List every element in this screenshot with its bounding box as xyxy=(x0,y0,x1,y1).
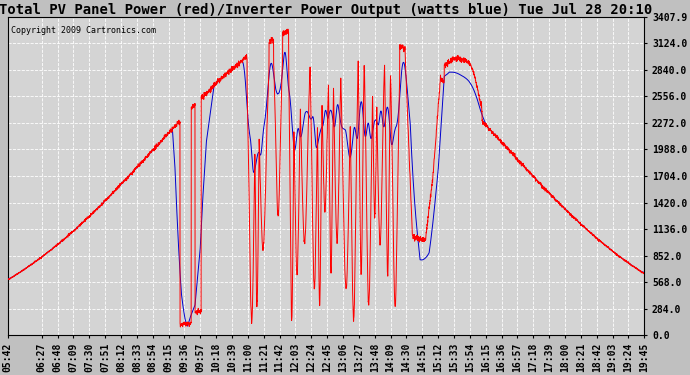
Title: Total PV Panel Power (red)/Inverter Power Output (watts blue) Tue Jul 28 20:10: Total PV Panel Power (red)/Inverter Powe… xyxy=(0,3,653,17)
Text: Copyright 2009 Cartronics.com: Copyright 2009 Cartronics.com xyxy=(11,26,156,35)
